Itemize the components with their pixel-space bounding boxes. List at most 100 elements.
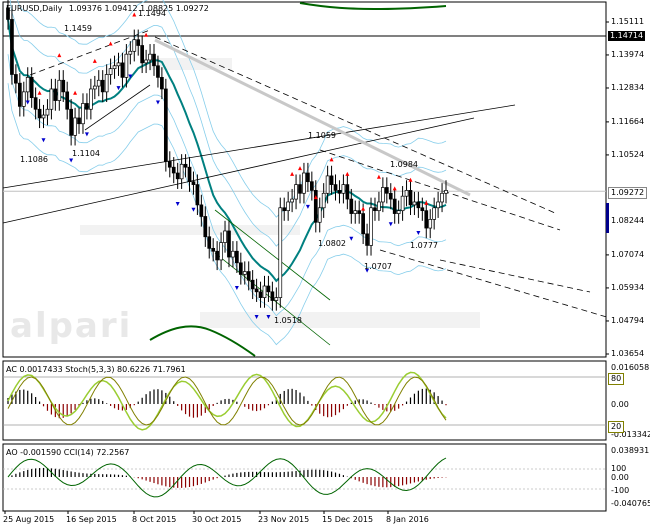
candle-body [223,230,227,243]
price-annotation: 1.1459 [64,24,92,33]
candle-body [132,39,137,52]
fractal-up-marker [424,200,429,205]
candle-body [73,117,77,136]
price-tick-label: 1.05934 [611,282,645,292]
price-tick-label: 1.10524 [611,149,645,159]
candle-body [424,210,429,229]
upper-line-price-tag: 1.14714 [608,31,646,41]
fractal-up-marker [144,32,149,37]
dashed-channel-line [439,259,591,293]
price-annotation: 1.1059 [308,131,336,140]
fractal-down-marker [388,222,393,227]
candle-body [160,77,164,90]
dashed-channel-line [154,36,556,214]
indicator2-axis-minus100: -100 [611,486,630,495]
candle-body [112,65,117,70]
candle-body [388,192,393,200]
price-tick-label: 1.15111 [611,17,645,26]
candle-body [92,85,97,90]
candle-body [262,285,267,298]
candle-body [278,207,283,298]
candle-body [33,97,38,110]
price-annotation: 1.1104 [72,149,100,158]
indicator2-panel-frame [2,443,607,512]
candle-body [250,279,255,290]
fractal-down-marker [254,314,259,319]
fractal-up-marker [37,90,42,95]
fractal-down-marker [84,132,89,137]
fractal-up-marker [298,166,302,171]
candle-body [53,88,58,101]
candle-body [85,103,89,110]
candle-body [341,184,346,194]
fractal-down-marker [25,100,30,105]
candle-body [219,242,223,261]
candle-body [65,91,70,110]
candle-body [302,172,306,194]
candle-body [203,216,208,238]
candle-body [329,175,334,185]
uptrend-line [84,84,151,131]
indicator1-panel-frame [2,360,607,441]
current-price-tag: 1.09272 [608,187,648,199]
candle-body [81,103,85,125]
candle-body [444,190,448,194]
fractal-up-marker [345,171,350,176]
fractal-down-marker [305,204,310,209]
broker-watermark: alpari [10,306,133,346]
candle-body [120,62,125,78]
candle-body [6,7,10,20]
candle-body [183,163,188,168]
candle-body [140,45,145,64]
fractal-up-marker [392,186,397,191]
candle-body [400,195,405,212]
candle-body [404,190,409,197]
price-annotation: 1.1494 [138,9,166,18]
candle-body [282,207,287,212]
fractal-up-marker [92,58,97,63]
indicator2-axis-zero: 0.00 [611,473,629,482]
price-tick-label: 1.04794 [611,315,645,325]
candle-body [412,201,417,206]
candle-body [227,230,231,258]
main-panel-frame [2,1,607,358]
candle-body [361,213,365,235]
candle-body [373,207,377,212]
date-tick-label: 15 Dec 2015 [322,515,374,524]
price-tick-label: 1.12834 [611,82,645,92]
candle-body [167,161,172,168]
grey-trend-line [154,38,471,197]
candle-body [258,291,263,298]
candle-body [17,82,22,107]
fractal-up-marker [313,195,318,200]
price-annotation: 1.1086 [20,155,48,164]
candle-body [238,262,243,275]
price-annotation: 1.0984 [390,160,418,169]
candle-body [89,88,93,110]
downtrend-channel-line [214,209,331,301]
candle-body [29,77,34,99]
date-tick-label: 23 Nov 2015 [258,515,310,524]
candle-body [313,190,318,223]
fractal-up-marker [73,90,78,95]
shaded-zone [200,312,480,328]
price-annotation: 1.0777 [410,241,438,250]
dashed-channel-line [319,149,561,231]
candle-body [274,297,279,301]
candle-body [45,108,50,116]
candle-body [211,247,216,252]
dashed-uptrend-line [29,29,151,76]
lower-outer-band [149,325,256,357]
candle-body [37,108,42,119]
candle-body [144,59,148,64]
candle-body [353,210,358,214]
candle-body [381,187,385,203]
date-tick-label: 8 Jan 2016 [386,515,429,524]
date-tick-label: 16 Sep 2015 [66,515,117,524]
symbol-name: EURUSD,Daily [6,4,63,13]
candle-body [290,198,294,203]
candle-body [286,201,291,212]
candle-body [420,207,425,212]
candle-body [325,175,330,194]
